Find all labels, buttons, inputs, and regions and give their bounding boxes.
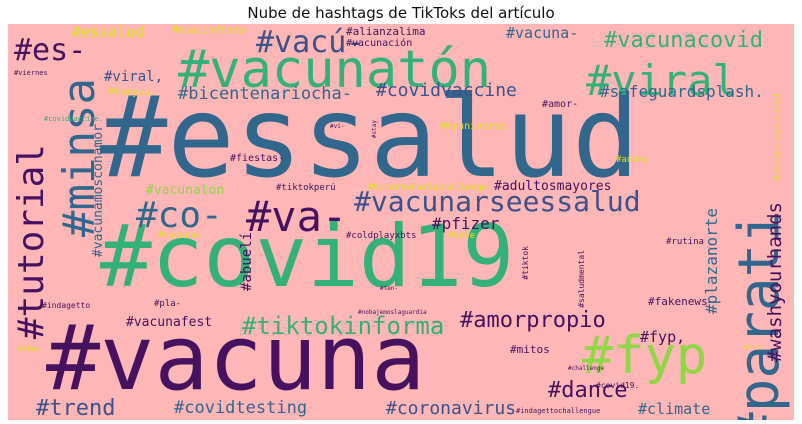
word-alianzalima: #alianzalima [346, 25, 426, 38]
figure-title: Nube de hashtags de TikToks del artículo [247, 4, 555, 22]
word-amorpropio: #amorpropio [460, 308, 606, 333]
word-ave: #ave [744, 343, 761, 351]
word-nobajemoslaguardia: #nobajemoslaguardia [358, 309, 427, 316]
word-vacunacovid: #vacunacovid [604, 28, 763, 53]
word-challenge: #challenge [568, 365, 605, 372]
word-myuniverse: #myuniverse [440, 121, 507, 132]
word-mitos: #mitos [510, 343, 550, 356]
word-anexo: #anexo [616, 155, 649, 165]
word-pla: #pla- [154, 299, 182, 309]
word-safeguardsplash: #safeguardsplash. [600, 82, 764, 101]
word-lima: #lima [18, 345, 40, 353]
word-vi: #vi- [330, 123, 345, 130]
word-vacunaton: #vacunaton [146, 183, 225, 198]
word-viral: #viral [586, 56, 738, 105]
word-tiktokinforma: #tiktokinforma [242, 312, 445, 340]
word-adultosmayores: #adultosmayores [494, 179, 612, 194]
word-vacu: #vacú- [256, 25, 365, 60]
word-climate: #climate [638, 400, 711, 418]
word-tiktok: #tiktok [521, 246, 530, 280]
word-es: #es- [14, 33, 87, 68]
word-vacunafest: #vacunafest [126, 315, 213, 330]
word-vacuna: #vacuna [46, 306, 426, 411]
word-covidtesting: #covidtesting [174, 398, 308, 418]
word-foryou: #foryou. [108, 87, 157, 98]
word-trend: #trend [36, 396, 116, 420]
word-vacunarseessalud: #vacunarseessalud [354, 185, 641, 218]
word-stay: #stay [371, 120, 378, 139]
word-bicentenariochallenge: #bicentenariochallenge [368, 183, 488, 193]
word-pfizer: #pfizer [432, 214, 500, 233]
word-viral-comma: #viral, [104, 69, 164, 85]
word-covidvaccine-dot: #covidvaccine. [44, 115, 104, 123]
word-coronavirus: #coronavirus [386, 398, 517, 419]
word-vacunamosconamor: #vacunamosconamor [91, 124, 106, 258]
word-vacuna-dash: #vacuna- [506, 24, 579, 42]
word-indagetto: #indagetto [42, 301, 91, 310]
word-coldplayxbts: #coldplayxbts [346, 231, 417, 241]
word-indagettochallengue: #indagettochallengue [516, 407, 601, 415]
word-covid19: #covid19 [100, 207, 515, 307]
word-musicofthes: #musicofthes- [172, 25, 251, 36]
word-fyp: #fyp [582, 326, 708, 386]
word-essalud-large: #essalud [100, 73, 640, 203]
word-fiestas: #fiestas- [230, 153, 285, 164]
word-universoessalud: #universoessalud [773, 94, 783, 181]
word-fakenews: #fakenews [648, 295, 708, 308]
word-abueli: #abuelí [239, 232, 255, 292]
word-ten: #ten- [380, 285, 399, 292]
word-tiktokperu: #tiktokperú [276, 183, 336, 193]
word-vacunaton-accent: #vacunatón [178, 40, 492, 100]
word-covid19-dot: #covid19. [596, 381, 640, 390]
word-saludmental: #saludmental [577, 250, 586, 308]
word-dance: #dance [548, 378, 628, 403]
word-vacunas: #vacunas [158, 231, 202, 241]
word-washyourhands: #washyourhands [764, 202, 786, 363]
word-essalud-small: #essalud [72, 24, 145, 41]
word-fyp-comma: #fyp, [640, 328, 686, 346]
word-covidvaccine: #covidvaccine [376, 80, 517, 101]
word-va: #va- [246, 192, 348, 241]
word-co: #co- [136, 195, 223, 236]
word-cole: #cole [448, 231, 476, 241]
word-bicentenariocha: #bicentenariocha- [178, 84, 352, 104]
word-vacunacion: #vacunación [346, 38, 413, 49]
word-cloud: #essalud #covid19 #vacuna #vacunatón #pa… [8, 24, 794, 420]
word-rutina: #rutina [666, 237, 704, 247]
word-amor: #amor- [542, 99, 579, 110]
word-viernes: #viernes [14, 69, 48, 77]
